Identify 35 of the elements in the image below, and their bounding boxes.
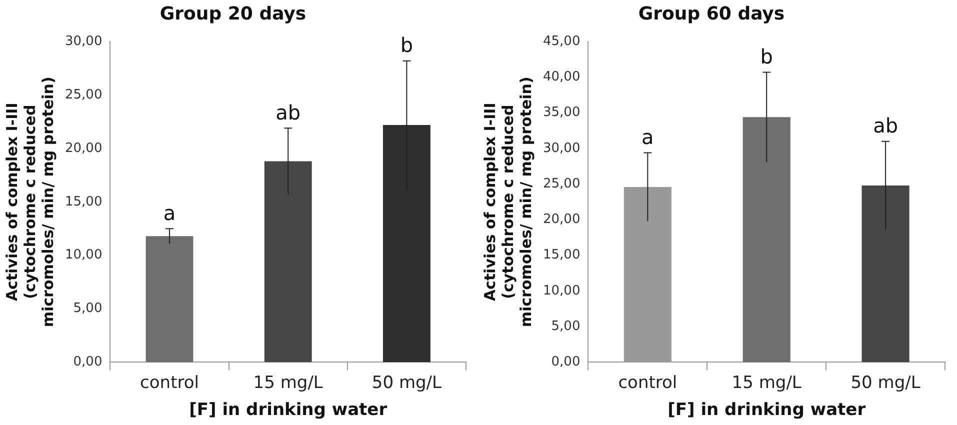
- x-tick-label: 50 mg/L: [372, 372, 442, 393]
- annotation: b: [400, 33, 414, 58]
- x-tick-label: 15 mg/L: [253, 372, 324, 393]
- y-tick-label: 30,00: [543, 140, 580, 156]
- annotation: a: [642, 124, 654, 149]
- y-tick-label: 5,00: [73, 301, 102, 316]
- y-tick-label: 15,00: [543, 248, 580, 263]
- y-tick-label: 0,00: [73, 354, 102, 370]
- y-tick-label: 25,00: [543, 176, 580, 192]
- chart-title: Group 60 days: [638, 3, 785, 24]
- annotation: a: [163, 200, 176, 225]
- annotation: ab: [276, 100, 301, 124]
- y-tick-label: 40,00: [543, 70, 580, 85]
- y-tick-label: 30,00: [65, 34, 102, 49]
- y-tick-label: 5,00: [551, 318, 580, 334]
- x-axis-title: [F] in drinking water: [189, 400, 388, 420]
- y-tick-label: 15,00: [65, 194, 102, 210]
- y-tick-label: 0,00: [551, 354, 580, 370]
- y-axis-title: Activies of complex I-III (cytochrome c reduced micromoles/ min/ mg protein): [480, 76, 535, 328]
- y-tick-label: 10,00: [543, 283, 580, 298]
- x-tick-label: control: [140, 372, 199, 393]
- chart-title: Group 20 days: [160, 3, 306, 24]
- annotation: ab: [873, 114, 898, 138]
- y-tick-label: 25,00: [65, 87, 102, 102]
- y-tick-label: 20,00: [65, 140, 102, 156]
- y-axis-title: Activies of complex I-III (cytochrome c reduced micromoles/ min/ mg protein): [2, 76, 57, 328]
- y-tick-label: 45,00: [543, 34, 580, 49]
- x-axis-title: [F] in drinking water: [668, 400, 866, 420]
- x-tick-label: 50 mg/L: [850, 372, 921, 393]
- y-tick-label: 35,00: [543, 105, 580, 120]
- annotation: b: [760, 44, 773, 68]
- y-tick-label: 20,00: [543, 212, 580, 228]
- y-tick-label: 10,00: [65, 248, 102, 263]
- x-tick-label: 15 mg/L: [732, 372, 802, 393]
- x-tick-label: control: [618, 372, 678, 393]
